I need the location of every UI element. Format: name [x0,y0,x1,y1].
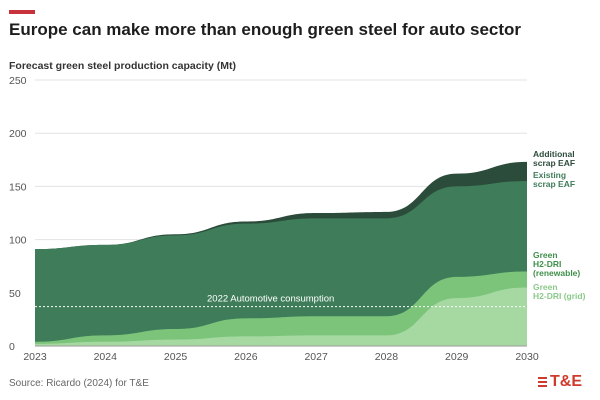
y-tick-label-150: 150 [9,181,27,193]
logo-text: T&E [550,373,582,390]
x-tick-label-2023: 2023 [23,351,47,363]
y-axis-label: Forecast green steel production capacity… [9,60,236,72]
x-tick-label-2027: 2027 [304,351,328,363]
brand-logo: T&E [538,373,582,391]
annotation-label: 2022 Automotive consumption [207,294,334,305]
y-tick-label-100: 100 [9,235,27,247]
x-tick-label-2029: 2029 [445,351,469,363]
area-green-h2-dri-grid- [35,287,527,346]
x-tick-label-2026: 2026 [234,351,258,363]
legend-green-h2-dri-renewable-: Green H2-DRI (renewable) [533,250,580,278]
y-tick-label-200: 200 [9,128,27,140]
y-tick-label-0: 0 [9,341,15,353]
legend-green-h2-dri-grid-: Green H2-DRI (grid) [533,282,586,301]
logo-mark-icon [538,376,547,388]
title-accent-bar [9,10,35,14]
x-tick-label-2024: 2024 [94,351,118,363]
y-tick-label-250: 250 [9,75,27,87]
area-existing-scrap-eaf [35,181,527,346]
legend-existing-scrap-eaf: Existing scrap EAF [533,170,575,189]
area-green-h2-dri-renewable- [35,271,527,346]
x-tick-label-2030: 2030 [515,351,539,363]
legend-additional-scrap-eaf: Additional scrap EAF [533,149,575,168]
source-note: Source: Ricardo (2024) for T&E [9,378,149,389]
x-tick-label-2025: 2025 [164,351,188,363]
x-tick-label-2028: 2028 [375,351,399,363]
chart-title: Europe can make more than enough green s… [9,20,522,39]
y-tick-label-50: 50 [9,288,21,300]
